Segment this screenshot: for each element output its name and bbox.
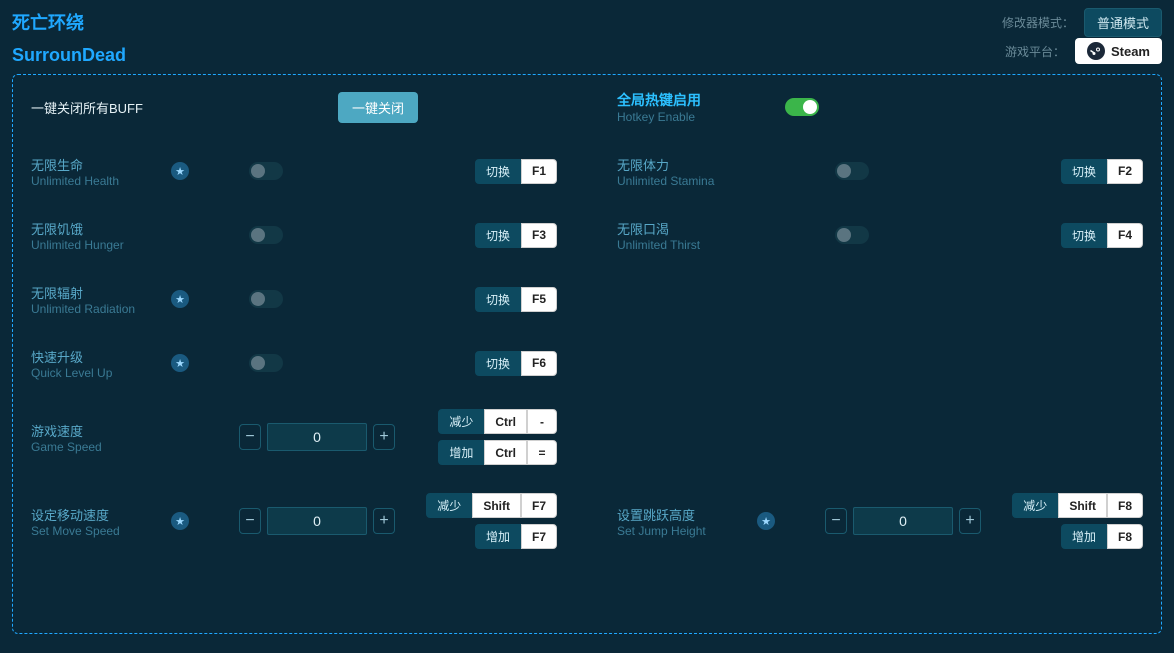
gamespeed-dec-hotkey[interactable]: 减少 Ctrl - [438,409,557,434]
hotkey-enable-toggle[interactable] [785,98,819,116]
steam-icon [1087,42,1105,60]
radiation-toggle[interactable] [249,290,283,308]
jump-decrement[interactable]: − [825,508,847,534]
star-icon: ★ [757,512,775,530]
movespeed-label-cn: 设定移动速度 [31,505,161,524]
jump-increment[interactable]: + [959,508,981,534]
gamespeed-label-cn: 游戏速度 [31,421,161,440]
thirst-label-cn: 无限口渴 [617,219,747,238]
movespeed-dec-hotkey[interactable]: 减少 Shift F7 [426,493,557,518]
health-hotkey[interactable]: 切换 F1 [475,159,557,184]
star-icon: ★ [171,162,189,180]
levelup-label-en: Quick Level Up [31,366,161,380]
health-label-en: Unlimited Health [31,174,161,188]
buff-off-button[interactable]: 一键关闭 [338,92,418,123]
radiation-label-en: Unlimited Radiation [31,302,161,316]
gamespeed-label-en: Game Speed [31,440,161,454]
mode-button[interactable]: 普通模式 [1084,8,1162,37]
radiation-hotkey[interactable]: 切换 F5 [475,287,557,312]
mode-label: 修改器模式： [1002,14,1074,31]
radiation-row: 无限辐射 Unlimited Radiation ★ 切换 F5 [31,281,557,317]
jump-dec-hotkey[interactable]: 减少 Shift F8 [1012,493,1143,518]
stamina-row: 无限体力 Unlimited Stamina 切换 F2 [617,153,1143,189]
levelup-row: 快速升级 Quick Level Up ★ 切换 F6 [31,345,557,381]
gamespeed-decrement[interactable]: − [239,424,261,450]
hotkey-enable-en: Hotkey Enable [617,110,747,124]
star-icon: ★ [171,354,189,372]
platform-button[interactable]: Steam [1075,38,1162,64]
star-icon: ★ [171,290,189,308]
hunger-label-en: Unlimited Hunger [31,238,161,252]
game-title-en: SurrounDead [12,45,126,66]
hunger-label-cn: 无限饥饿 [31,219,161,238]
platform-label: 游戏平台： [1005,43,1065,60]
levelup-toggle[interactable] [249,354,283,372]
thirst-row: 无限口渴 Unlimited Thirst 切换 F4 [617,217,1143,253]
cheats-panel: 一键关闭所有BUFF 一键关闭 全局热键启用 Hotkey Enable 无限生… [12,74,1162,634]
buff-off-label: 一键关闭所有BUFF [31,98,161,117]
thirst-label-en: Unlimited Thirst [617,238,747,252]
movespeed-label-en: Set Move Speed [31,524,161,538]
movespeed-row: 设定移动速度 Set Move Speed ★ − + 减少 Shift F7 … [31,493,557,549]
stamina-label-en: Unlimited Stamina [617,174,747,188]
jump-input[interactable] [853,507,953,535]
star-icon: ★ [171,512,189,530]
health-toggle[interactable] [249,162,283,180]
gamespeed-row: 游戏速度 Game Speed − + 减少 Ctrl - 增加 Ctrl [31,409,557,465]
jump-label-en: Set Jump Height [617,524,747,538]
hunger-row: 无限饥饿 Unlimited Hunger 切换 F3 [31,217,557,253]
thirst-toggle[interactable] [835,226,869,244]
jump-inc-hotkey[interactable]: 增加 F8 [1061,524,1143,549]
hotkey-enable-row: 全局热键启用 Hotkey Enable [617,89,1143,125]
jump-label-cn: 设置跳跃高度 [617,505,747,524]
movespeed-decrement[interactable]: − [239,508,261,534]
health-row: 无限生命 Unlimited Health ★ 切换 F1 [31,153,557,189]
hunger-toggle[interactable] [249,226,283,244]
gamespeed-increment[interactable]: + [373,424,395,450]
jump-row: 设置跳跃高度 Set Jump Height ★ − + 减少 Shift F8… [617,493,1143,549]
health-label-cn: 无限生命 [31,155,161,174]
radiation-label-cn: 无限辐射 [31,283,161,302]
hotkey-enable-cn: 全局热键启用 [617,90,747,110]
levelup-hotkey[interactable]: 切换 F6 [475,351,557,376]
movespeed-input[interactable] [267,507,367,535]
platform-text: Steam [1111,44,1150,59]
movespeed-inc-hotkey[interactable]: 增加 F7 [475,524,557,549]
levelup-label-cn: 快速升级 [31,347,161,366]
hunger-hotkey[interactable]: 切换 F3 [475,223,557,248]
stamina-toggle[interactable] [835,162,869,180]
movespeed-increment[interactable]: + [373,508,395,534]
gamespeed-input[interactable] [267,423,367,451]
buff-off-row: 一键关闭所有BUFF 一键关闭 [31,89,557,125]
thirst-hotkey[interactable]: 切换 F4 [1061,223,1143,248]
gamespeed-inc-hotkey[interactable]: 增加 Ctrl = [438,440,557,465]
stamina-hotkey[interactable]: 切换 F2 [1061,159,1143,184]
stamina-label-cn: 无限体力 [617,155,747,174]
game-title-cn: 死亡环绕 [12,9,84,35]
